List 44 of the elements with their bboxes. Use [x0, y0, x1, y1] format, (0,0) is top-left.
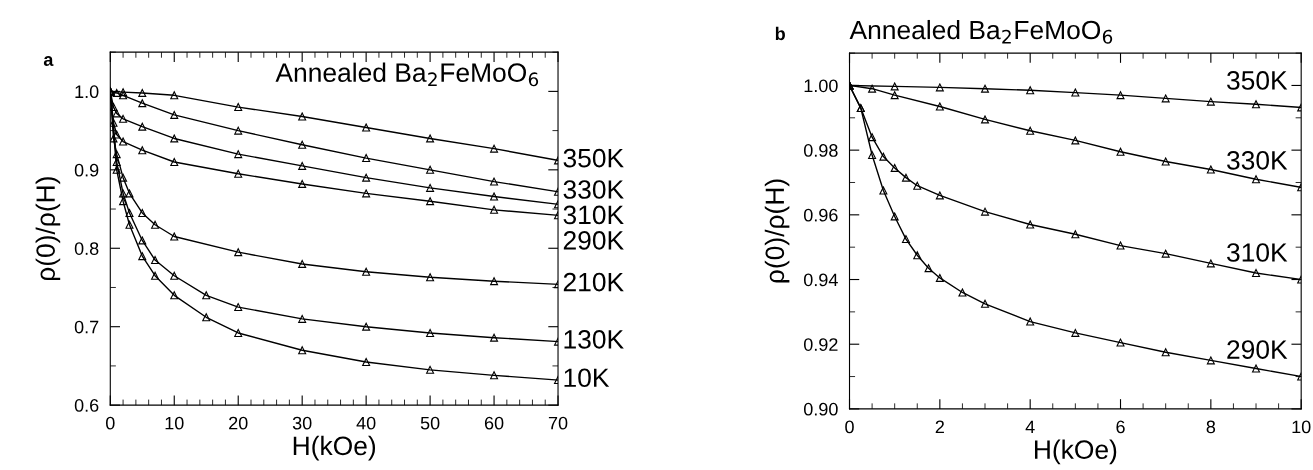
y-tick-label: 0.8 — [74, 242, 99, 255]
x-tick-label: 8 — [1206, 420, 1216, 434]
text: b — [775, 26, 785, 41]
y-tick-label: 0.7 — [74, 320, 99, 334]
legend-label: 310K — [563, 205, 624, 225]
chart-title: Annealed Ba$_{2}$FeMoO$_{6}$ — [275, 62, 539, 87]
y-tick-label: 1.00 — [804, 79, 838, 93]
y-axis-title: ρ(0)/ρ(H) — [764, 179, 790, 283]
y-tick-label: 0.9 — [74, 163, 99, 177]
x-tick-label: 6 — [1116, 420, 1125, 434]
legend-label: 310K — [1227, 243, 1288, 262]
x-tick-label: 4 — [1025, 420, 1035, 434]
x-tick-label: 0 — [845, 420, 854, 434]
legend-label: 10K — [564, 368, 610, 388]
y-tick-label: 0.96 — [803, 208, 838, 222]
x-tick-label: 70 — [548, 416, 568, 430]
x-tick-label: 20 — [229, 416, 248, 430]
x-tick-label: 0 — [105, 416, 115, 430]
legend-label: 130K — [564, 330, 624, 349]
y-tick-label: 0.94 — [803, 273, 838, 287]
x-axis-title: H(kOe) — [293, 435, 376, 461]
x-tick-label: 10 — [1292, 420, 1311, 434]
y-tick-label: 1.0 — [75, 85, 99, 99]
legend-label: 210K — [563, 272, 624, 292]
y-tick-label: 0.92 — [803, 338, 838, 351]
legend-label: 350K — [563, 148, 624, 168]
text: a — [43, 56, 54, 66]
x-tick-label: 30 — [292, 416, 312, 430]
x-tick-label: 10 — [165, 416, 184, 430]
x-tick-label: 2 — [935, 420, 944, 434]
x-tick-label: 60 — [484, 416, 504, 430]
y-tick-label: 0.90 — [803, 402, 838, 416]
chart-title: Annealed Ba$_{2}$FeMoO$_{6}$ — [849, 19, 1113, 44]
legend-label: 330K — [563, 180, 624, 199]
y-tick-label: 0.6 — [74, 399, 99, 412]
legend-label: 290K — [1227, 340, 1288, 359]
y-tick-label: 0.98 — [803, 144, 838, 157]
x-tick-label: 50 — [420, 416, 440, 430]
series-label: 290K — [563, 231, 624, 250]
x-tick-label: 40 — [356, 416, 376, 430]
y-axis-title: ρ(0)/ρ(H) — [35, 177, 61, 281]
legend-label: 350K — [1227, 71, 1288, 90]
x-axis-title: H(kOe) — [1035, 439, 1117, 465]
legend-label: 330K — [1227, 150, 1288, 170]
